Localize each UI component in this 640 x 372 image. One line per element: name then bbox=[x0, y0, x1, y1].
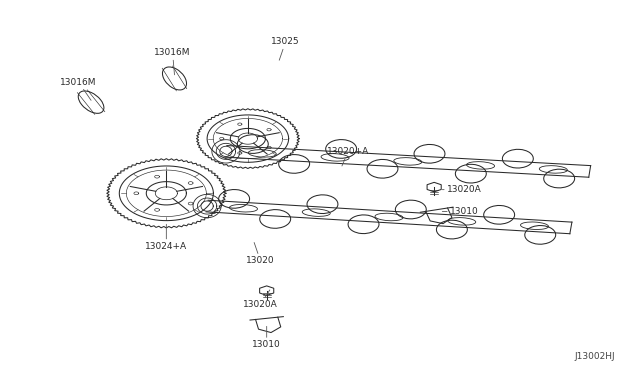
Text: 13020: 13020 bbox=[246, 243, 275, 265]
Text: 13010: 13010 bbox=[252, 326, 281, 349]
Text: 13016M: 13016M bbox=[60, 78, 97, 100]
Text: 13020A: 13020A bbox=[243, 290, 278, 309]
Text: 13020+A: 13020+A bbox=[327, 147, 369, 166]
Text: 13024+A: 13024+A bbox=[145, 224, 188, 251]
Text: J13002HJ: J13002HJ bbox=[574, 352, 615, 361]
Text: 13016M: 13016M bbox=[154, 48, 191, 75]
Text: 13010: 13010 bbox=[442, 207, 479, 216]
Text: 13020A: 13020A bbox=[442, 185, 482, 194]
Text: 13025: 13025 bbox=[271, 38, 300, 60]
